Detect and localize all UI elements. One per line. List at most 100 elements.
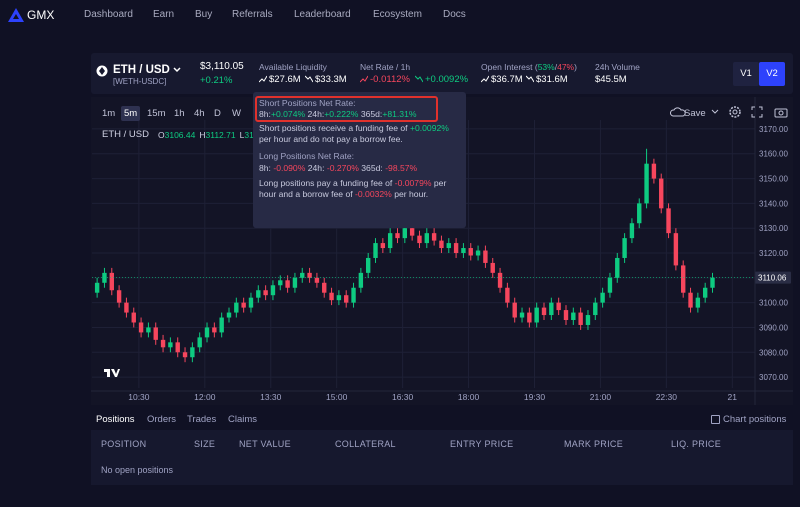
up-arrow bbox=[259, 75, 267, 83]
market-name[interactable]: ETH / USD bbox=[113, 64, 170, 76]
candle-body bbox=[365, 257, 371, 273]
column-header: ENTRY PRICE bbox=[450, 439, 514, 449]
rate-value: -98.57% bbox=[385, 162, 418, 173]
candle-body bbox=[585, 315, 591, 325]
nav-link[interactable]: Ecosystem bbox=[373, 9, 422, 20]
stat-label: Open Interest (53%/47%) bbox=[481, 62, 577, 72]
rate-value: +81.31% bbox=[382, 108, 417, 119]
brand[interactable]: GMX bbox=[27, 8, 55, 22]
rate-label: 8h: bbox=[259, 162, 271, 173]
nav-link[interactable]: Docs bbox=[443, 9, 466, 20]
candle-body bbox=[131, 312, 136, 323]
tradingview-logo bbox=[104, 369, 120, 377]
stat-label: Available Liquidity bbox=[259, 62, 327, 72]
x-tick-label: 21 bbox=[728, 392, 738, 402]
candle-body bbox=[373, 243, 378, 258]
candle-body bbox=[292, 277, 298, 288]
interval-button[interactable]: D bbox=[214, 108, 221, 119]
column-header: SIZE bbox=[194, 439, 216, 449]
chevron[interactable] bbox=[173, 67, 181, 73]
x-tick-label: 15:00 bbox=[326, 392, 348, 402]
y-tick-label: 3140.00 bbox=[759, 199, 788, 208]
y-tick-label: 3090.00 bbox=[759, 323, 788, 332]
rate-label: 24h: bbox=[307, 108, 325, 119]
candle-body bbox=[212, 327, 217, 333]
version-button[interactable]: V2 bbox=[759, 62, 785, 86]
note-value: -0.0032% bbox=[355, 188, 392, 199]
nav-link[interactable]: Earn bbox=[153, 9, 175, 20]
candle-body bbox=[138, 322, 144, 333]
candle-body bbox=[453, 243, 459, 254]
x-tick-label: 21:00 bbox=[590, 392, 612, 402]
x-tick-label: 16:30 bbox=[392, 392, 414, 402]
candle-body bbox=[527, 312, 532, 323]
legend-key: L bbox=[239, 130, 245, 140]
positions-table bbox=[91, 430, 793, 485]
candle-body bbox=[468, 248, 473, 256]
interval-button[interactable]: 1m bbox=[102, 108, 116, 119]
rate-value: +0.074% bbox=[270, 108, 306, 119]
interval-button[interactable]: 15m bbox=[147, 108, 166, 119]
candle-body bbox=[490, 262, 495, 273]
legend-key: O bbox=[158, 130, 165, 140]
candle-body bbox=[681, 265, 686, 293]
tab[interactable]: Claims bbox=[228, 414, 258, 425]
interval-button[interactable]: 5m bbox=[121, 106, 141, 121]
y-tick-label: 3120.00 bbox=[759, 249, 788, 258]
candle-body bbox=[556, 302, 561, 311]
candle-body bbox=[644, 163, 649, 204]
rate-label: 24h: bbox=[307, 162, 325, 173]
price-tag-label: 3110.06 bbox=[758, 274, 787, 283]
x-tick-label: 18:00 bbox=[458, 392, 480, 402]
price-change: +0.21% bbox=[200, 75, 233, 86]
y-tick-label: 3150.00 bbox=[759, 175, 788, 184]
interval-button[interactable]: W bbox=[232, 108, 241, 119]
candle-body bbox=[637, 203, 642, 224]
interval-button[interactable]: 4h bbox=[194, 108, 205, 119]
settings-icon[interactable] bbox=[728, 105, 742, 119]
tab[interactable]: Positions bbox=[96, 414, 135, 425]
x-tick-label: 22:30 bbox=[656, 392, 678, 402]
tab[interactable]: Trades bbox=[187, 414, 217, 425]
liquidity-long: $27.6M bbox=[269, 74, 301, 85]
candle-body bbox=[710, 277, 715, 288]
version-button[interactable]: V1 bbox=[733, 62, 759, 86]
candle-body bbox=[395, 233, 400, 239]
oi-label: Open Interest ( bbox=[481, 62, 538, 72]
candle-body bbox=[94, 282, 100, 293]
chevron[interactable] bbox=[711, 109, 719, 115]
candle-body bbox=[160, 339, 166, 348]
interval-button[interactable]: 1h bbox=[174, 108, 185, 119]
logo-icon[interactable] bbox=[7, 7, 25, 23]
checkbox-label[interactable]: Chart positions bbox=[723, 414, 787, 425]
legend-value: 3112.71 bbox=[205, 130, 236, 140]
column-header: POSITION bbox=[101, 439, 147, 449]
nav-link[interactable]: Dashboard bbox=[84, 9, 133, 20]
candle-body bbox=[666, 208, 671, 234]
candle-body bbox=[461, 248, 466, 254]
nav-link[interactable]: Buy bbox=[195, 9, 213, 20]
candle-body bbox=[659, 178, 664, 209]
oi-short: $31.6M bbox=[536, 74, 568, 85]
note-value: -0.0079% bbox=[394, 178, 432, 188]
nav-link[interactable]: Leaderboard bbox=[294, 9, 351, 20]
tab[interactable]: Orders bbox=[147, 414, 177, 425]
net-rate-tooltip: Short Positions Net Rate: 8h:+0.074% 24h… bbox=[253, 92, 466, 228]
eth-icon bbox=[96, 65, 108, 77]
cloud-icon[interactable] bbox=[670, 107, 686, 117]
tooltip-title: Long Positions Net Rate: bbox=[259, 151, 355, 161]
save-button[interactable]: Save bbox=[684, 108, 706, 119]
candle-body bbox=[351, 287, 356, 303]
fullscreen-icon[interactable] bbox=[751, 106, 763, 118]
candle-body bbox=[702, 287, 708, 298]
net-rate-long: -0.0112% bbox=[370, 74, 410, 85]
checkbox[interactable] bbox=[711, 415, 720, 424]
y-tick-label: 3170.00 bbox=[759, 125, 788, 134]
screenshot-icon[interactable] bbox=[774, 106, 788, 118]
market-selector[interactable]: ETH / USD bbox=[113, 64, 181, 76]
nav-link[interactable]: Referrals bbox=[232, 9, 273, 20]
candle-body bbox=[270, 285, 276, 296]
candle-body bbox=[197, 337, 202, 348]
highlight-box bbox=[255, 96, 438, 122]
candle-body bbox=[512, 302, 517, 318]
